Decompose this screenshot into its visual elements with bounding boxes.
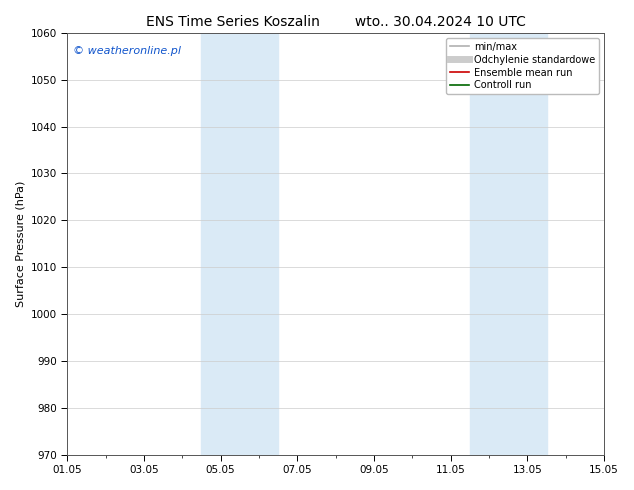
Bar: [202, 33, 278, 455]
Y-axis label: Surface Pressure (hPa): Surface Pressure (hPa): [15, 181, 25, 307]
Legend: min/max, Odchylenie standardowe, Ensemble mean run, Controll run: min/max, Odchylenie standardowe, Ensembl…: [446, 38, 599, 95]
Title: ENS Time Series Koszalin        wto.. 30.04.2024 10 UTC: ENS Time Series Koszalin wto.. 30.04.202…: [146, 15, 526, 29]
Bar: [470, 33, 547, 455]
Text: © weatheronline.pl: © weatheronline.pl: [72, 46, 181, 55]
